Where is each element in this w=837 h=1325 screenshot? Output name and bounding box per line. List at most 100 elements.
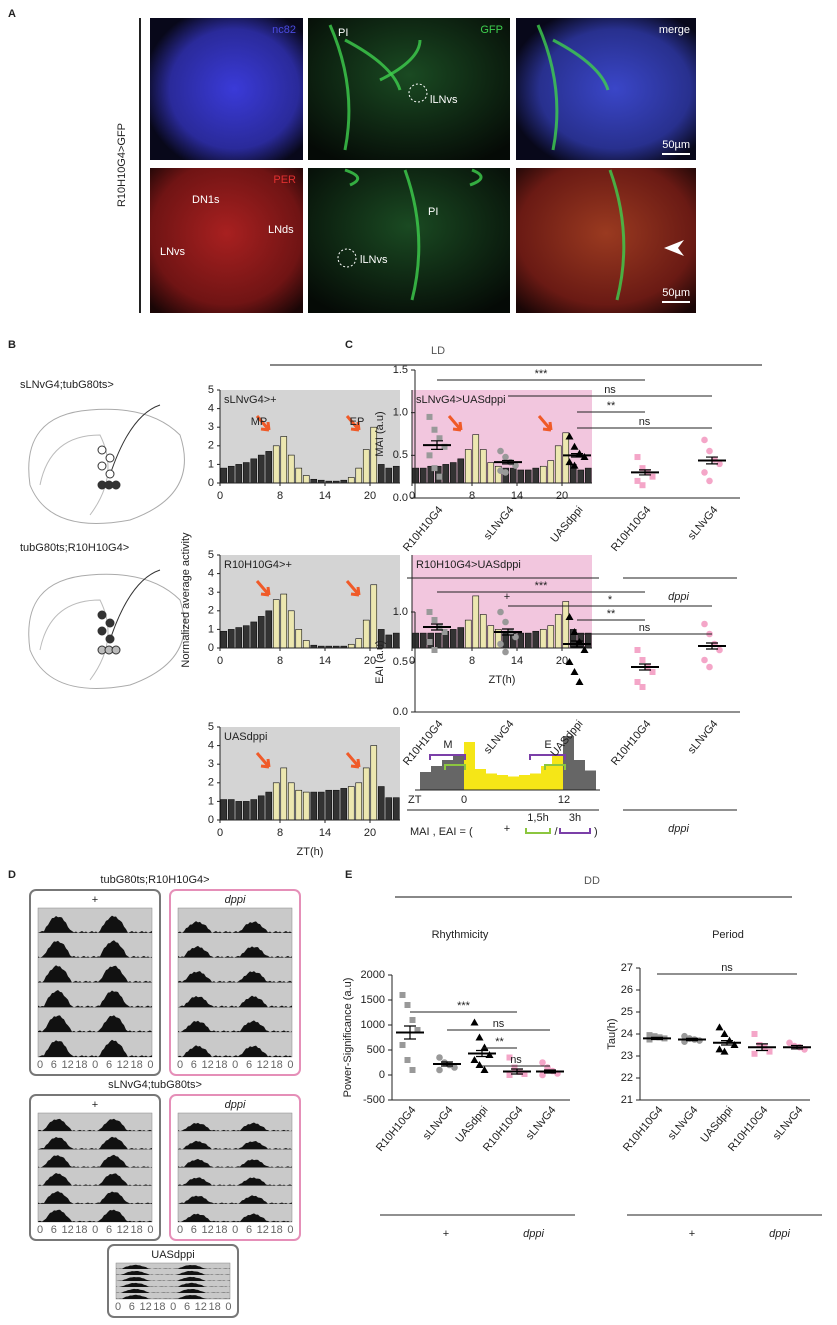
axis-label: ZT(h) <box>297 846 324 858</box>
data-point <box>720 1047 729 1055</box>
bar <box>220 467 228 484</box>
neuron <box>379 39 422 82</box>
data-point <box>634 454 641 461</box>
neuron-projection <box>109 569 161 641</box>
arrow <box>345 580 361 597</box>
data-point <box>399 1042 406 1048</box>
micrograph <box>308 168 510 313</box>
bar <box>532 467 540 484</box>
neuron-cell <box>97 461 107 471</box>
data-point <box>580 646 589 653</box>
x-tick-label: R10H10G4 <box>609 718 654 768</box>
actogram-row <box>178 1195 292 1204</box>
schematic-bar <box>552 754 563 790</box>
y-tick-label: 0.0 <box>393 706 408 718</box>
tick-label: 0 <box>37 1059 43 1071</box>
data-point <box>426 609 433 615</box>
schematic-bar <box>453 755 464 790</box>
tick-label: 0 <box>147 1059 153 1071</box>
channel-label: PER <box>273 174 296 186</box>
data-point <box>436 1054 443 1061</box>
y-tick-label: 1 <box>208 623 214 635</box>
significance-label: ns <box>493 1018 505 1030</box>
actogram-row <box>178 1177 292 1186</box>
schematic-bar <box>563 736 574 790</box>
condition: DD <box>584 875 600 887</box>
bar <box>287 454 295 484</box>
x-tick-label: 8 <box>469 490 475 502</box>
x-tick-label: 20 <box>364 827 376 839</box>
data-point <box>646 1032 653 1039</box>
error-bar <box>651 1036 663 1041</box>
tick-label: 12 <box>201 1059 213 1071</box>
formula: MAI , EAI = ( <box>410 826 473 838</box>
actogram-row <box>38 989 152 1008</box>
error-bar <box>639 663 651 671</box>
error-bar <box>544 1069 556 1074</box>
actogram-row <box>178 971 292 983</box>
x-tick-label: 0 <box>409 655 415 667</box>
annotation: EP <box>350 416 365 428</box>
actogram-row <box>38 1191 152 1204</box>
brain-outline <box>28 408 185 524</box>
actogram-row <box>38 1209 152 1222</box>
bar <box>227 799 235 821</box>
data-point <box>426 452 433 459</box>
x-tick-label: sLNvG4 <box>686 718 721 756</box>
data-point <box>497 467 504 474</box>
x-tick-label: sLNvG4 <box>686 504 721 542</box>
group-label: + <box>504 823 510 835</box>
bar <box>310 791 318 821</box>
box-label: dppi <box>225 894 246 906</box>
schematic-bar <box>431 766 442 790</box>
actogram-row <box>38 1154 152 1168</box>
actogram-row <box>178 945 292 958</box>
data-point <box>409 1017 416 1023</box>
bar <box>310 478 318 484</box>
bar <box>392 632 400 649</box>
schematic-bar <box>530 773 541 790</box>
roi <box>408 83 428 103</box>
data-point <box>646 1036 653 1043</box>
x-tick-label: 8 <box>277 490 283 502</box>
bar <box>385 634 393 649</box>
data-point <box>565 432 574 440</box>
tick-label: 0 <box>225 1301 231 1313</box>
panel-label: D <box>8 869 16 881</box>
x-tick-label: 20 <box>556 655 568 667</box>
axis-label: EAI (a.u) <box>374 640 386 683</box>
bar <box>412 467 420 484</box>
plot-background <box>220 727 400 820</box>
neuron <box>536 24 559 151</box>
bar <box>479 449 487 484</box>
neuron <box>344 38 402 91</box>
neuron <box>403 169 421 301</box>
x-tick-label: 8 <box>469 655 475 667</box>
annotation: DN1s <box>192 194 220 206</box>
x-tick-label: 14 <box>319 490 331 502</box>
significance-label: ns <box>721 962 733 974</box>
actogram-row <box>38 1136 152 1150</box>
tick-label: 12 <box>61 1059 73 1071</box>
y-tick-label: -500 <box>363 1094 385 1106</box>
bar <box>317 791 325 821</box>
bar <box>362 449 370 484</box>
group-label: dppi <box>668 823 689 835</box>
data-point <box>649 473 656 480</box>
box-label: + <box>92 1099 98 1111</box>
data-point <box>470 1018 479 1026</box>
bar <box>472 595 480 649</box>
annotation: MP <box>251 416 268 428</box>
axis-label: Power-Significance (a.u) <box>342 978 354 1098</box>
arrow <box>255 580 271 597</box>
bar <box>302 475 310 484</box>
bar <box>302 640 310 649</box>
tick-label: 6 <box>106 1059 112 1071</box>
data-point <box>426 413 433 420</box>
panel-title: sLNvG4>+ <box>224 394 277 406</box>
tick-label: 18 <box>75 1059 87 1071</box>
tick-label: 6 <box>184 1301 190 1313</box>
channel-label: merge <box>659 24 690 36</box>
significance-label: ns <box>639 416 651 428</box>
x-tick-label: 14 <box>511 490 523 502</box>
